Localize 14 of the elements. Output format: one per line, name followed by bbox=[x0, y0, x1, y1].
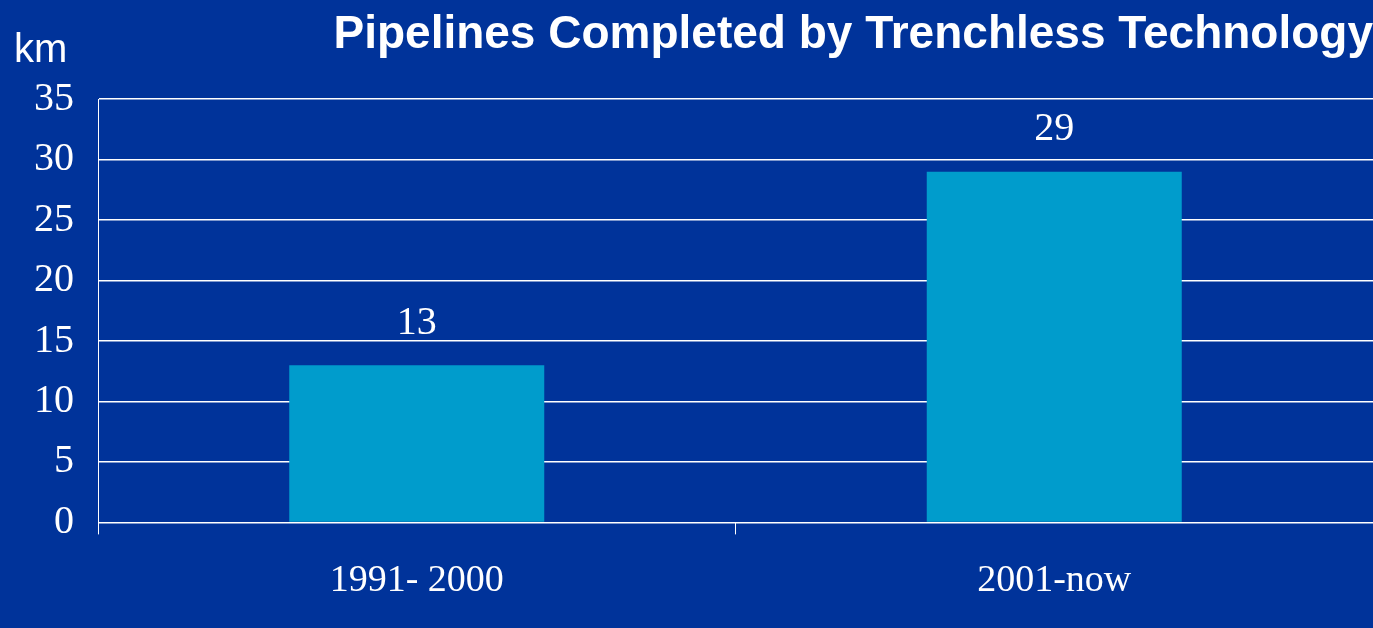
y-tick-label: 20 bbox=[34, 255, 74, 301]
x-tick-label: 2001-now bbox=[977, 557, 1132, 600]
y-axis-title: km bbox=[14, 26, 68, 70]
y-tick-label: 30 bbox=[34, 134, 74, 180]
y-tick-label: 25 bbox=[34, 194, 74, 240]
y-tick-label: 5 bbox=[54, 436, 74, 482]
data-label: 13 bbox=[396, 297, 437, 343]
data-label: 29 bbox=[1034, 104, 1075, 150]
x-tick-label: 1991- 2000 bbox=[329, 557, 504, 600]
y-tick-label: 0 bbox=[54, 496, 74, 542]
y-tick-label: 10 bbox=[34, 375, 74, 421]
y-tick-label: 35 bbox=[34, 73, 74, 119]
chart-title: Pipelines Completed by Trenchless Technology bbox=[333, 6, 1373, 59]
y-tick-label: 15 bbox=[34, 315, 74, 361]
